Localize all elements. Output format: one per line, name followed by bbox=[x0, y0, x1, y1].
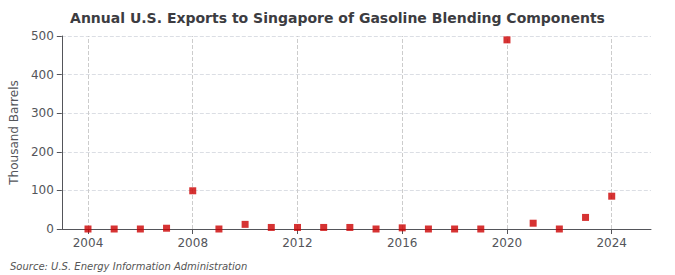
svg-text:2008: 2008 bbox=[177, 236, 208, 250]
svg-text:2004: 2004 bbox=[73, 236, 104, 250]
svg-text:Thousand Barrels: Thousand Barrels bbox=[7, 80, 21, 185]
svg-text:2020: 2020 bbox=[492, 236, 523, 250]
svg-text:500: 500 bbox=[31, 29, 54, 43]
svg-text:200: 200 bbox=[31, 145, 54, 159]
svg-text:2012: 2012 bbox=[282, 236, 313, 250]
svg-text:Source: U.S. Energy Informatio: Source: U.S. Energy Information Administ… bbox=[10, 261, 247, 272]
svg-text:2024: 2024 bbox=[596, 236, 627, 250]
svg-text:0: 0 bbox=[46, 222, 54, 236]
svg-text:2016: 2016 bbox=[387, 236, 418, 250]
svg-text:400: 400 bbox=[31, 68, 54, 82]
svg-text:100: 100 bbox=[31, 183, 54, 197]
svg-text:Annual U.S. Exports to Singapo: Annual U.S. Exports to Singapore of Gaso… bbox=[70, 10, 605, 26]
svg-text:300: 300 bbox=[31, 106, 54, 120]
